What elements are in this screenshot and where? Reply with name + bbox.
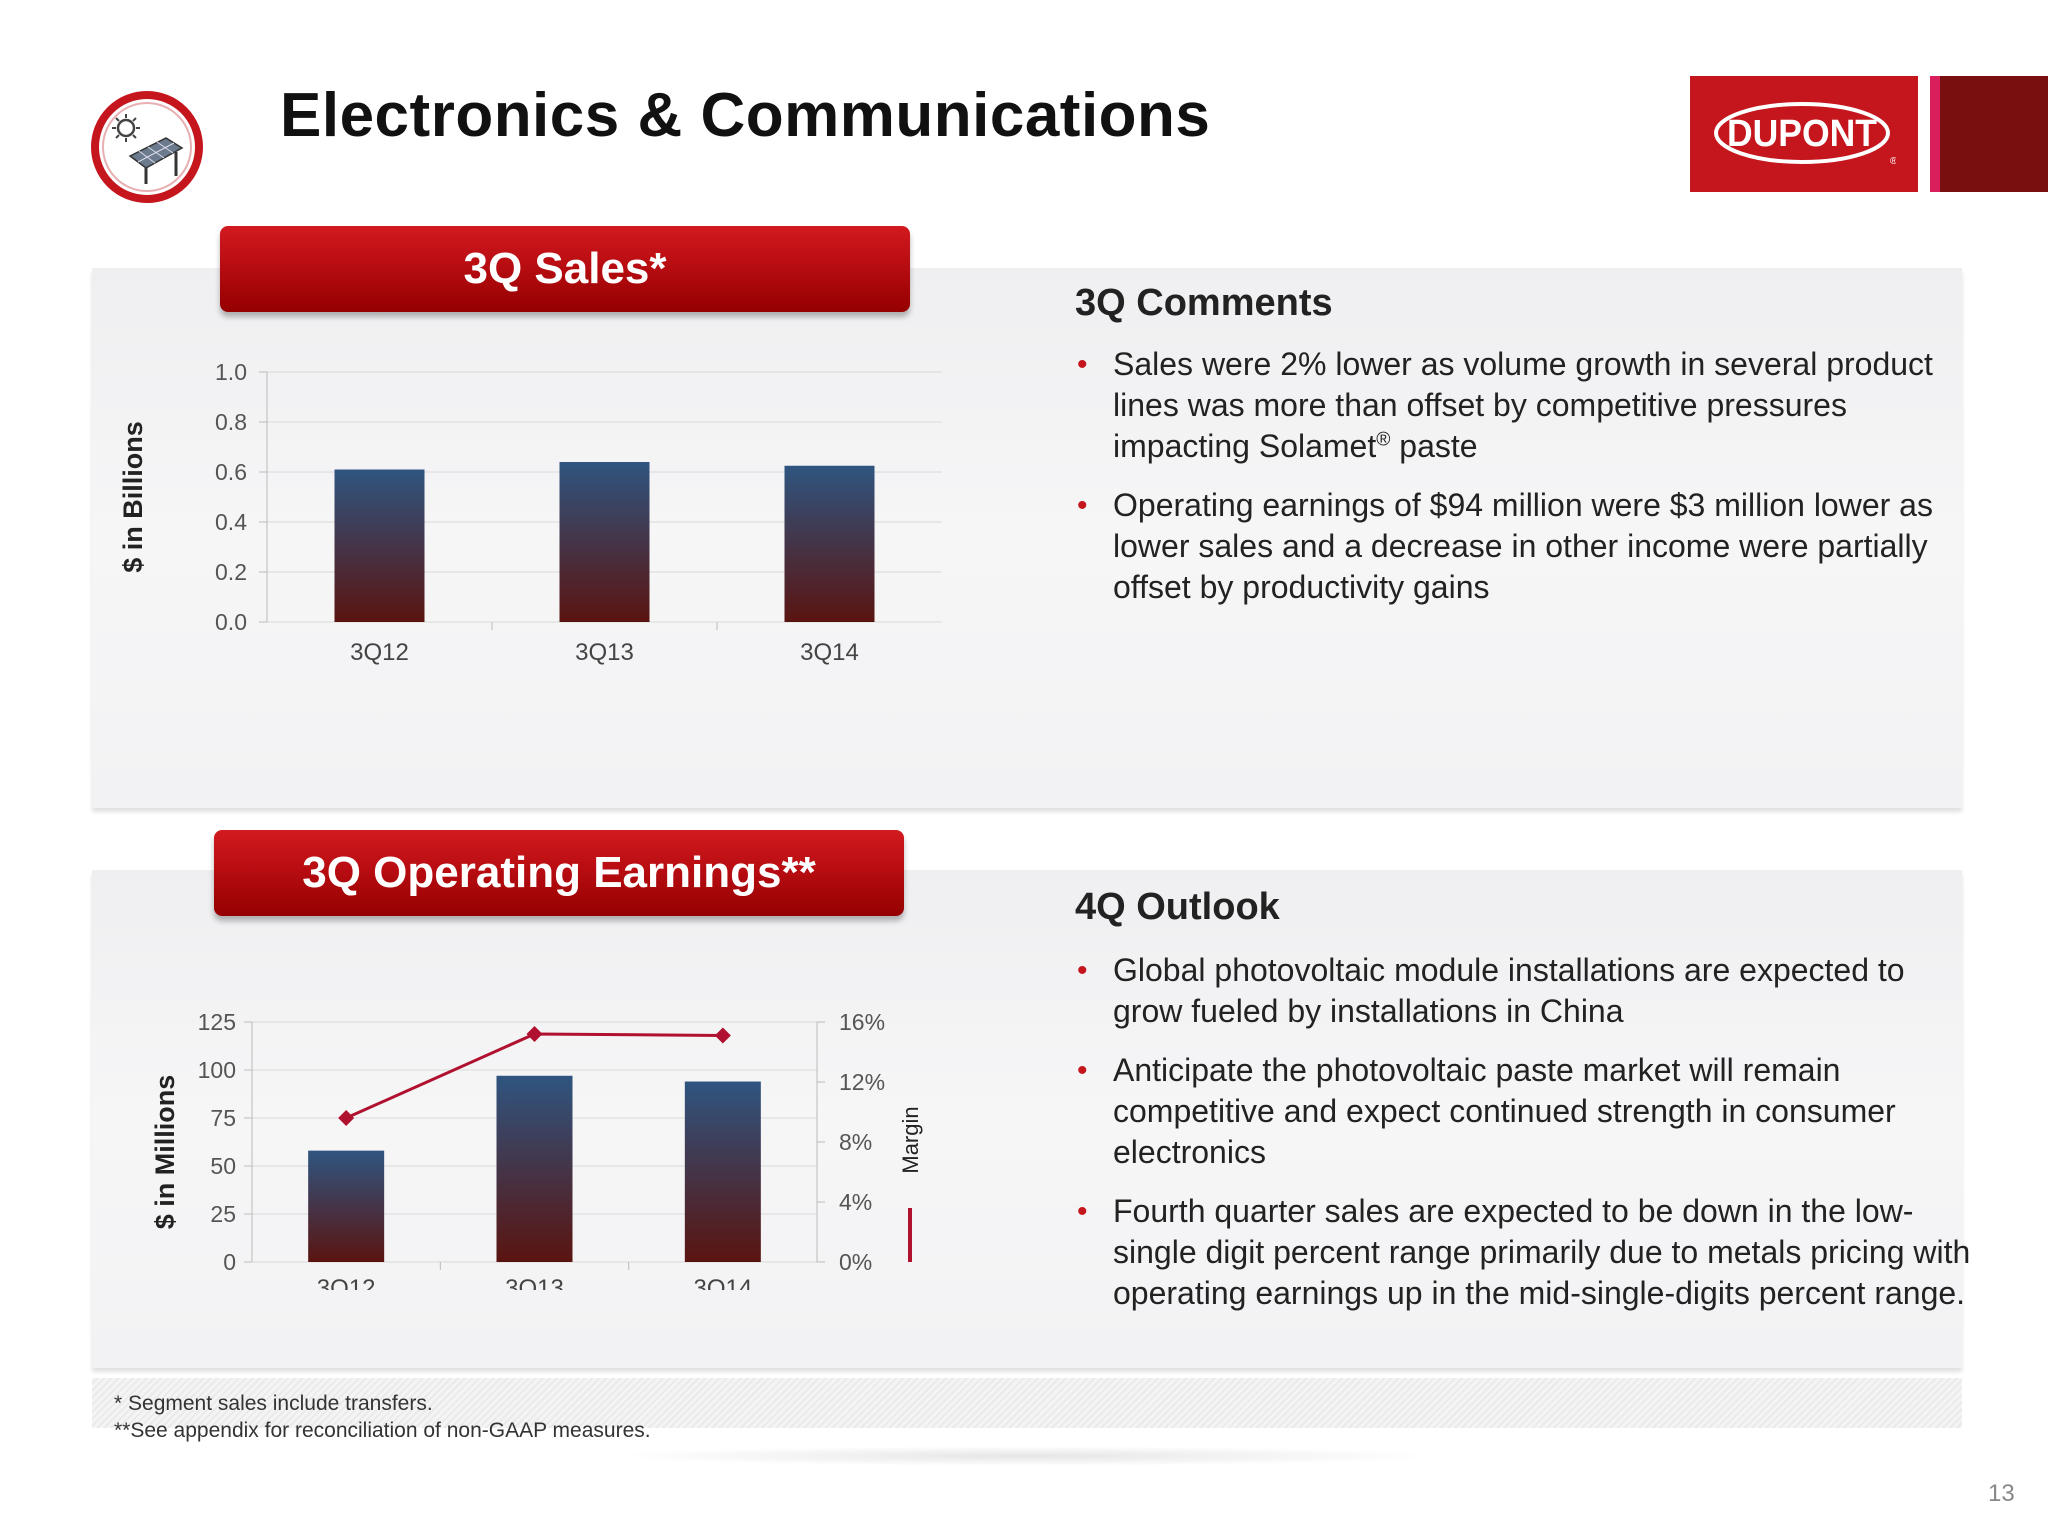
y-tick-label: 0 <box>223 1249 236 1275</box>
x-tick-label: 3Q14 <box>800 639 859 666</box>
outlook-text-2: Anticipate the photovoltaic paste market… <box>1113 1052 1896 1170</box>
sales-ribbon: 3Q Sales* <box>220 226 910 312</box>
list-item: • Global photovoltaic module installation… <box>1075 950 1975 1032</box>
y2-tick-label: 0% <box>839 1249 872 1275</box>
outlook-text-1: Global photovoltaic module installations… <box>1113 952 1905 1029</box>
bar-3q13 <box>496 1075 573 1262</box>
x-tick-label: 3Q12 <box>350 639 409 666</box>
bar-3q12 <box>308 1150 385 1262</box>
outlook-text-3: Fourth quarter sales are expected to be … <box>1113 1193 1971 1311</box>
y-tick-label: 75 <box>210 1105 236 1131</box>
footer-shadow <box>610 1446 1440 1466</box>
margin-marker <box>526 1026 543 1042</box>
comment-text-1a: Sales were 2% lower as volume growth in … <box>1113 346 1933 464</box>
list-item: • Anticipate the photovoltaic paste marke… <box>1075 1050 1975 1173</box>
y2-tick-label: 16% <box>839 1009 885 1035</box>
footer-band <box>92 1378 1962 1428</box>
y-axis-label: $ in Billions <box>118 421 148 573</box>
comments-heading: 3Q Comments <box>1075 282 1333 324</box>
y2-tick-label: 4% <box>839 1189 872 1215</box>
x-tick-label: 3Q13 <box>505 1275 564 1290</box>
y-tick-label: 0.2 <box>215 559 247 585</box>
earnings-chart: 0 25 50 75 100 125 0% 4% 8% 12% 16% 3Q12 3Q13 3Q14 $ i… <box>150 1009 923 1290</box>
bullet-icon: • <box>1077 1195 1088 1228</box>
list-item: • Operating earnings of $94 million were … <box>1075 485 1955 608</box>
bar-3q13 <box>559 462 650 622</box>
y-tick-label: 125 <box>198 1009 236 1035</box>
y-tick-label: 0.0 <box>215 609 247 635</box>
list-item: • Sales were 2% lower as volume growth in… <box>1075 344 1955 467</box>
y-tick-label: 0.6 <box>215 459 247 485</box>
comment-text-1b: paste <box>1390 428 1478 464</box>
bar-3q14 <box>784 465 875 622</box>
logo-dark-block <box>1940 76 2048 192</box>
dupont-logo: DUPONT ® <box>1690 76 2048 192</box>
logo-red-block <box>1690 76 1918 192</box>
y2-tick-label: 12% <box>839 1069 885 1095</box>
y-tick-label: 0.8 <box>215 409 247 435</box>
legend-margin-label: Margin <box>898 1106 923 1173</box>
bullet-icon: • <box>1077 954 1088 987</box>
x-tick-label: 3Q12 <box>317 1275 376 1290</box>
logo-accent-stripe <box>1930 76 1940 192</box>
y-tick-label: 100 <box>198 1057 236 1083</box>
x-tick-label: 3Q14 <box>693 1275 752 1290</box>
list-item: • Fourth quarter sales are expected to be… <box>1075 1191 1975 1314</box>
y-tick-label: 0.4 <box>215 509 247 535</box>
footnote-sales: * Segment sales include transfers. <box>114 1392 433 1415</box>
footnote-nongaap: **See appendix for reconciliation of non… <box>114 1419 651 1442</box>
comments-list: • Sales were 2% lower as volume growth in… <box>1075 344 1955 626</box>
outlook-list: • Global photovoltaic module installation… <box>1075 950 1975 1332</box>
bullet-icon: • <box>1077 348 1088 381</box>
logo-registered-mark: ® <box>1890 156 1896 166</box>
y-tick-label: 25 <box>210 1201 236 1227</box>
bar-3q12 <box>334 469 425 622</box>
logo-wordmark: DUPONT <box>1727 113 1877 155</box>
margin-marker <box>714 1027 731 1044</box>
x-tick-label: 3Q13 <box>575 639 634 666</box>
bullet-icon: • <box>1077 489 1088 522</box>
y-tick-label: 50 <box>210 1153 236 1179</box>
solar-panel-icon <box>90 90 204 204</box>
y-tick-label: 1.0 <box>215 359 247 385</box>
margin-marker <box>338 1110 355 1126</box>
registered-mark: ® <box>1376 429 1391 451</box>
outlook-heading: 4Q Outlook <box>1075 886 1280 928</box>
page-number: 13 <box>1988 1480 2015 1507</box>
bullet-icon: • <box>1077 1054 1088 1087</box>
earnings-panel <box>92 870 1962 1368</box>
page-title: Electronics & Communications <box>280 81 1211 150</box>
comment-text-2: Operating earnings of $94 million were $… <box>1113 487 1933 605</box>
bar-3q14 <box>684 1081 761 1262</box>
y-axis-label: $ in Millions <box>150 1075 180 1230</box>
earnings-ribbon: 3Q Operating Earnings** <box>214 830 904 916</box>
y2-tick-label: 8% <box>839 1129 872 1155</box>
sales-chart: 0.0 0.2 0.4 0.6 0.8 1.0 3Q12 3Q13 3Q14 $ in Billi… <box>118 359 942 666</box>
